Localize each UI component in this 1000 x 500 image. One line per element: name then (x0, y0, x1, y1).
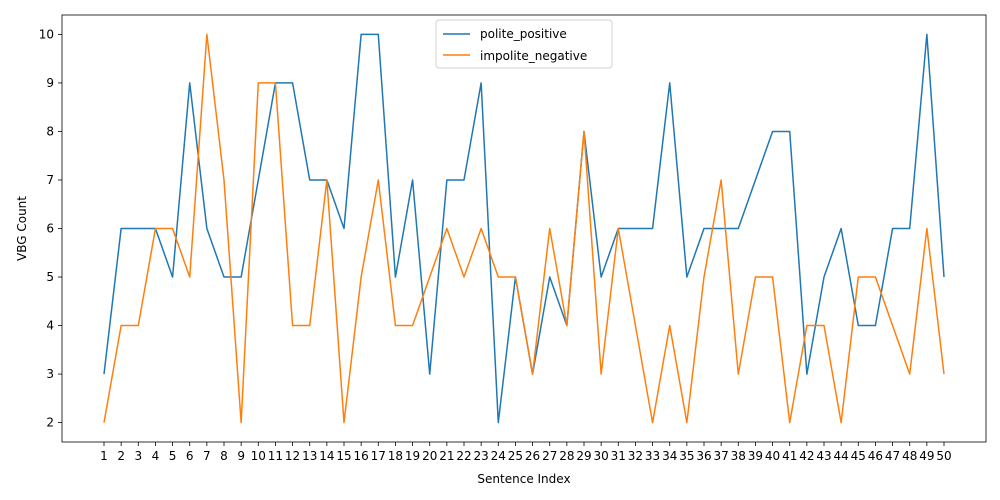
x-tick-label: 17 (371, 449, 386, 463)
x-tick-label: 20 (422, 449, 437, 463)
x-tick-label: 50 (936, 449, 951, 463)
x-tick-label: 14 (319, 449, 334, 463)
y-tick-label: 5 (46, 270, 54, 284)
x-tick-label: 15 (336, 449, 351, 463)
x-tick-label: 3 (134, 449, 142, 463)
x-tick-label: 42 (799, 449, 814, 463)
x-tick-label: 35 (679, 449, 694, 463)
x-tick-label: 33 (645, 449, 660, 463)
y-tick-label: 8 (46, 124, 54, 138)
x-tick-label: 29 (576, 449, 591, 463)
x-tick-label: 49 (919, 449, 934, 463)
legend-label-impolite-negative: impolite_negative (480, 49, 587, 63)
x-tick-label: 43 (816, 449, 831, 463)
x-tick-label: 26 (525, 449, 540, 463)
x-tick-label: 7 (203, 449, 211, 463)
x-axis-ticks: 1 2 3 4 5 6 7 8 9 10 11 12 13 14 15 16 17 18 19 20 21 22 23 24 2… (100, 442, 952, 463)
x-tick-label: 10 (251, 449, 266, 463)
x-tick-label: 13 (302, 449, 317, 463)
x-tick-label: 37 (714, 449, 729, 463)
x-tick-label: 25 (508, 449, 523, 463)
x-tick-label: 21 (439, 449, 454, 463)
legend-box (435, 19, 613, 69)
x-tick-label: 36 (696, 449, 711, 463)
x-tick-label: 31 (611, 449, 626, 463)
y-tick-label: 9 (46, 76, 54, 90)
x-tick-label: 28 (559, 449, 574, 463)
legend: polite_positive impolite_negative (435, 19, 613, 69)
x-tick-label: 41 (782, 449, 797, 463)
x-tick-label: 34 (662, 449, 677, 463)
y-tick-label: 7 (46, 173, 54, 187)
y-axis-label: VBG Count (15, 196, 29, 261)
x-tick-label: 24 (491, 449, 506, 463)
x-tick-label: 2 (117, 449, 125, 463)
plot-area (61, 14, 987, 443)
x-tick-label: 4 (152, 449, 160, 463)
y-tick-label: 4 (46, 319, 54, 333)
x-axis-label: Sentence Index (477, 472, 570, 486)
x-tick-label: 27 (542, 449, 557, 463)
x-tick-label: 12 (285, 449, 300, 463)
y-tick-label: 2 (46, 416, 54, 430)
x-tick-label: 47 (885, 449, 900, 463)
x-tick-label: 38 (731, 449, 746, 463)
series-line-impolite-negative (103, 33, 945, 424)
legend-label-polite-positive: polite_positive (480, 27, 567, 41)
x-tick-label: 9 (237, 449, 245, 463)
x-tick-label: 44 (834, 449, 849, 463)
x-tick-label: 40 (765, 449, 780, 463)
y-tick-label: 6 (46, 222, 54, 236)
x-tick-label: 6 (186, 449, 194, 463)
y-tick-label: 3 (46, 367, 54, 381)
x-tick-label: 22 (456, 449, 471, 463)
x-tick-label: 45 (851, 449, 866, 463)
x-tick-label: 5 (169, 449, 177, 463)
series-layer (103, 33, 945, 424)
x-tick-label: 32 (628, 449, 643, 463)
x-tick-label: 23 (474, 449, 489, 463)
y-tick-label: 10 (39, 27, 54, 41)
x-tick-label: 1 (100, 449, 108, 463)
y-axis-ticks: 2 3 4 5 6 7 8 9 10 (39, 27, 62, 430)
x-tick-label: 16 (354, 449, 369, 463)
x-tick-label: 46 (868, 449, 883, 463)
x-tick-label: 11 (268, 449, 283, 463)
x-tick-label: 18 (388, 449, 403, 463)
x-tick-label: 48 (902, 449, 917, 463)
x-tick-label: 19 (405, 449, 420, 463)
x-tick-label: 39 (748, 449, 763, 463)
x-tick-label: 30 (594, 449, 609, 463)
x-tick-label: 8 (220, 449, 228, 463)
